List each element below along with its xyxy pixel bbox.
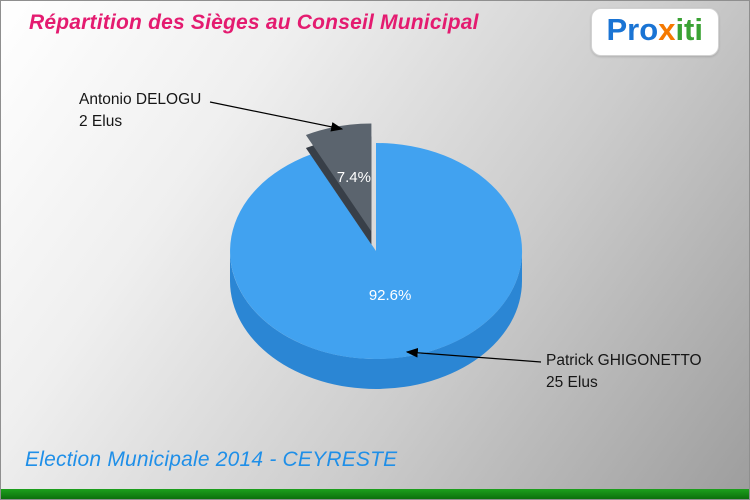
pie-slice-0 xyxy=(230,143,523,359)
percent-label-minority: 7.4% xyxy=(337,169,371,186)
callout-delogu-seats: 2 Elus xyxy=(79,113,123,130)
callout-ghigonetto: Patrick GHIGONETTO 25 Elus xyxy=(546,350,702,394)
logo-segment-pro: Pro xyxy=(606,12,659,47)
chart-title: Répartition des Sièges au Conseil Munici… xyxy=(29,11,479,34)
callout-ghigonetto-seats: 25 Elus xyxy=(546,374,598,391)
leader-line-delogu xyxy=(209,101,344,132)
callout-delogu: Antonio DELOGU 2 Elus xyxy=(79,89,201,133)
election-caption: Election Municipale 2014 - CEYRESTE xyxy=(25,448,398,471)
leader-line-ghigonetto xyxy=(405,348,542,363)
percent-label-majority: 92.6% xyxy=(369,287,412,304)
callout-ghigonetto-name: Patrick GHIGONETTO xyxy=(546,352,702,369)
callout-delogu-name: Antonio DELOGU xyxy=(79,91,202,108)
logo-segment-iti: iti xyxy=(675,12,703,47)
pie-slices-group xyxy=(230,123,523,389)
logo-segment-x: x xyxy=(658,12,676,47)
pie-slice-1 xyxy=(305,123,372,232)
proxiti-logo: Proxiti xyxy=(590,8,719,56)
bottom-green-bar xyxy=(1,489,749,499)
pie-side-3d xyxy=(230,251,522,389)
